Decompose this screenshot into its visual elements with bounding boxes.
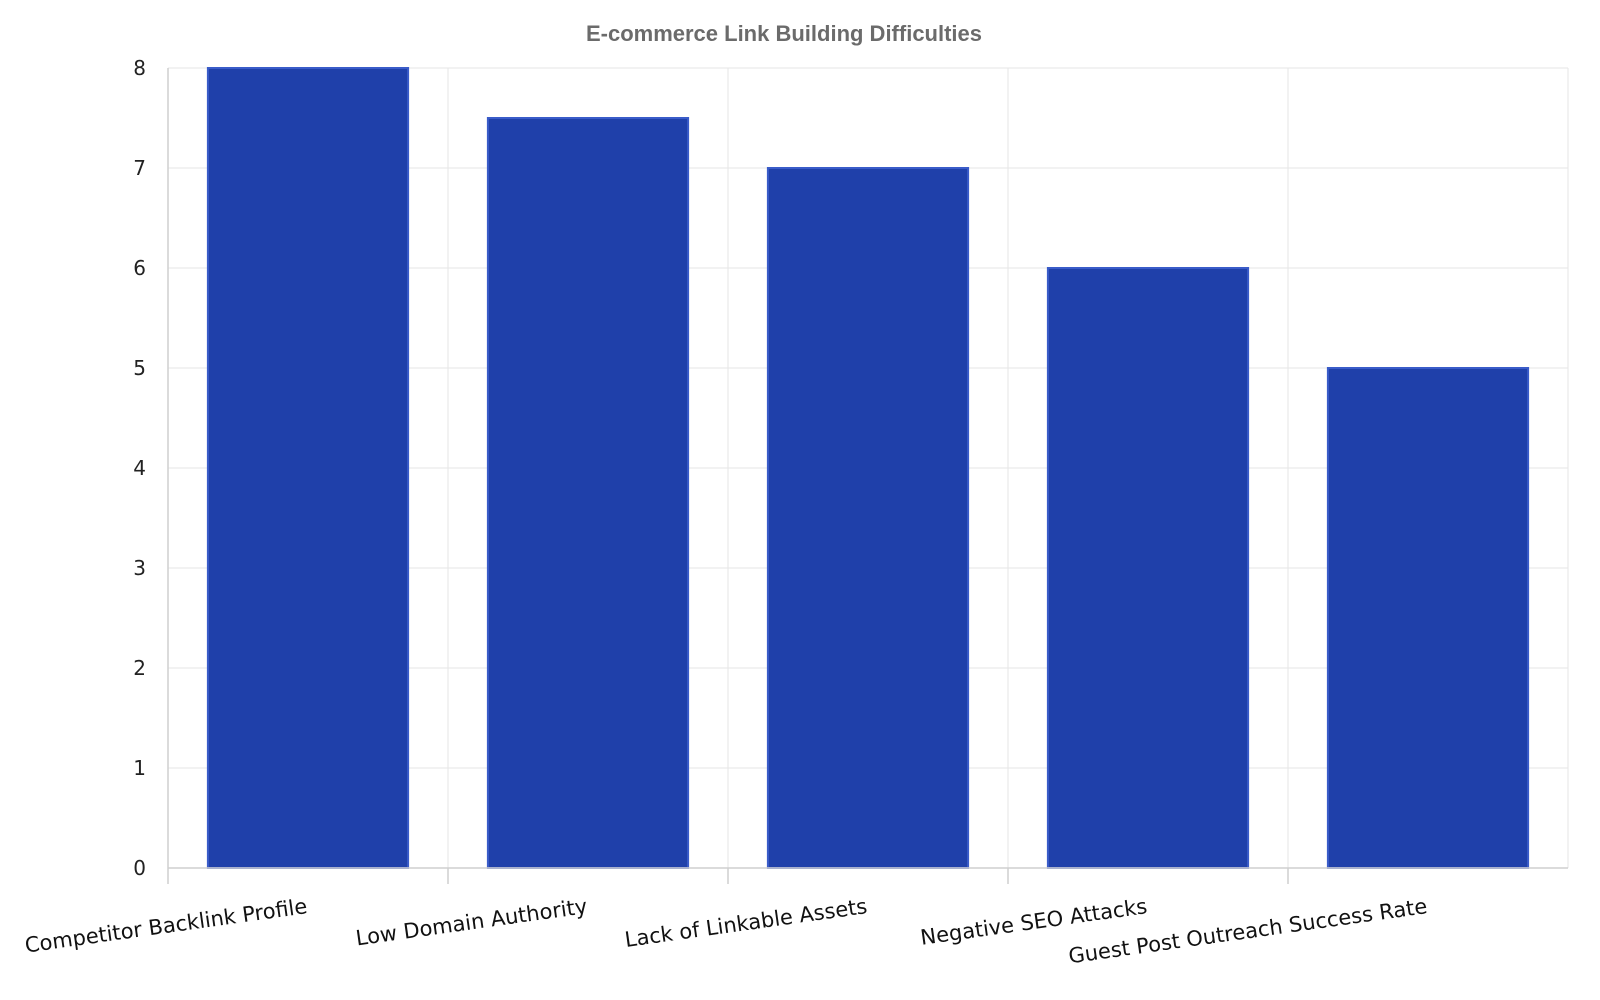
y-tick-label: 8 <box>133 56 146 80</box>
x-category-label: Low Domain Authority <box>354 894 588 950</box>
y-axis-tick-labels: 0 1 2 3 4 5 6 7 8 <box>133 56 146 880</box>
y-tick-label: 1 <box>133 756 146 780</box>
bar <box>766 167 970 869</box>
x-category-label: Lack of Linkable Assets <box>623 894 868 952</box>
bar <box>1046 267 1250 869</box>
x-category-label: Competitor Backlink Profile <box>23 894 308 957</box>
bar <box>206 67 410 869</box>
y-tick-label: 6 <box>133 256 146 280</box>
x-axis-category-labels: Competitor Backlink Profile Low Domain Au… <box>23 894 1428 968</box>
chart-title: E-commerce Link Building Difficulties <box>586 21 982 46</box>
y-tick-label: 7 <box>133 156 146 180</box>
bars <box>206 67 1530 869</box>
y-tick-label: 3 <box>133 556 146 580</box>
y-tick-label: 2 <box>133 656 146 680</box>
y-tick-label: 0 <box>133 856 146 880</box>
axes <box>167 68 1568 884</box>
bar <box>1326 367 1530 869</box>
bar <box>486 117 690 869</box>
y-tick-label: 4 <box>133 456 146 480</box>
y-tick-label: 5 <box>133 356 146 380</box>
